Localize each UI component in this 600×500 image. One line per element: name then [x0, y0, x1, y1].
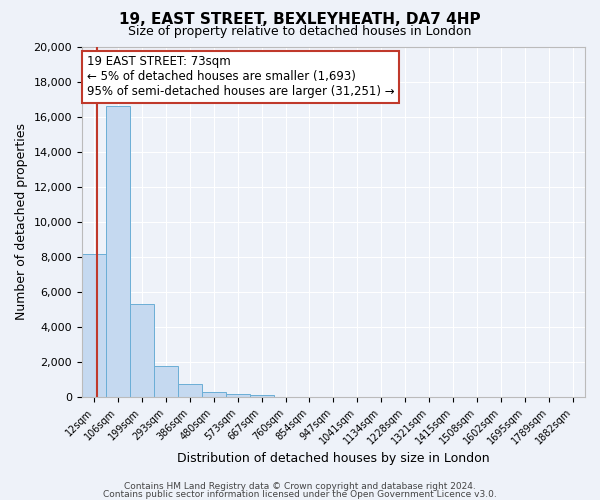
Bar	[202, 392, 226, 398]
Text: 19, EAST STREET, BEXLEYHEATH, DA7 4HP: 19, EAST STREET, BEXLEYHEATH, DA7 4HP	[119, 12, 481, 28]
Bar	[106, 106, 130, 398]
X-axis label: Distribution of detached houses by size in London: Distribution of detached houses by size …	[177, 452, 490, 465]
Text: Contains HM Land Registry data © Crown copyright and database right 2024.: Contains HM Land Registry data © Crown c…	[124, 482, 476, 491]
Bar	[226, 394, 250, 398]
Bar	[130, 304, 154, 398]
Bar	[82, 254, 106, 398]
Y-axis label: Number of detached properties: Number of detached properties	[15, 124, 28, 320]
Text: Contains public sector information licensed under the Open Government Licence v3: Contains public sector information licen…	[103, 490, 497, 499]
Bar	[178, 384, 202, 398]
Bar	[154, 366, 178, 398]
Text: Size of property relative to detached houses in London: Size of property relative to detached ho…	[128, 25, 472, 38]
Bar	[250, 395, 274, 398]
Text: 19 EAST STREET: 73sqm
← 5% of detached houses are smaller (1,693)
95% of semi-de: 19 EAST STREET: 73sqm ← 5% of detached h…	[87, 56, 395, 98]
